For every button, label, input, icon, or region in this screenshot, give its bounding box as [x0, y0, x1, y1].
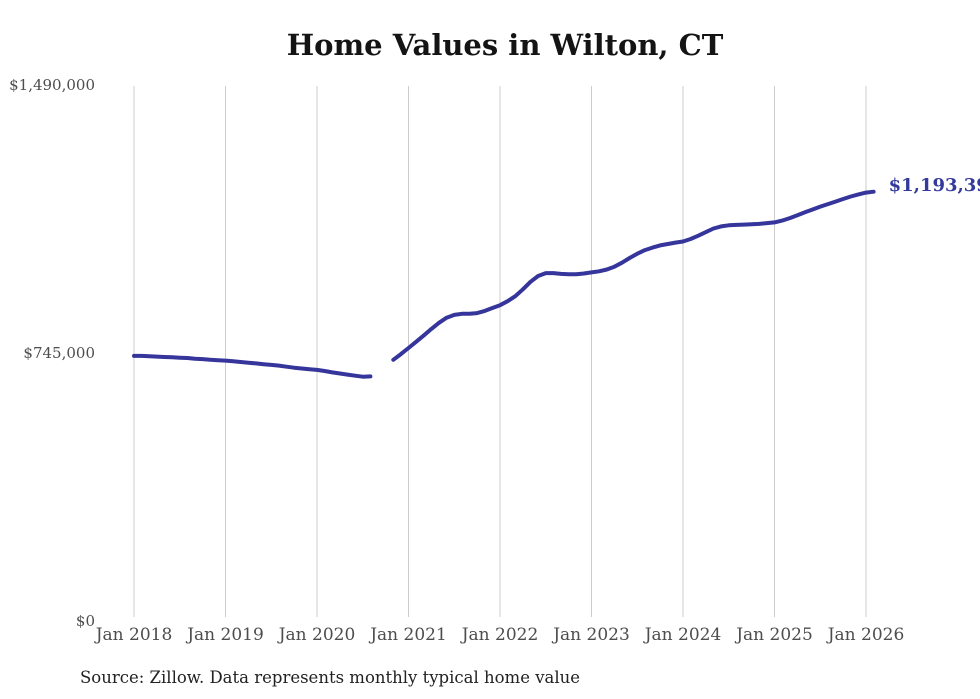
y-axis-tick-label: $1,490,000: [9, 76, 95, 94]
x-axis-tick-label: Jan 2022: [461, 625, 539, 645]
x-axis-tick-label: Jan 2025: [736, 625, 813, 645]
y-axis-tick-label: $0: [75, 612, 95, 630]
x-axis-tick-label: Jan 2024: [644, 625, 722, 645]
y-axis-tick-label: $745,000: [23, 344, 95, 362]
x-axis-tick-label: Jan 2018: [95, 625, 173, 645]
home-value-line: [132, 353, 373, 379]
home-value-line: [391, 189, 876, 362]
source-note: Source: Zillow. Data represents monthly …: [80, 668, 581, 687]
x-axis-tick-label: Jan 2026: [827, 625, 905, 645]
chart-title: Home Values in Wilton, CT: [286, 28, 724, 62]
x-axis-tick-label: Jan 2019: [187, 625, 264, 645]
latest-value-label: $1,193,39: [888, 174, 980, 196]
x-axis-tick-label: Jan 2021: [370, 625, 447, 645]
x-axis-tick-label: Jan 2020: [278, 625, 356, 645]
x-axis-tick-label: Jan 2023: [553, 625, 630, 645]
